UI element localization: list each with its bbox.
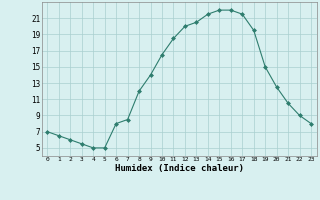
X-axis label: Humidex (Indice chaleur): Humidex (Indice chaleur) bbox=[115, 164, 244, 173]
